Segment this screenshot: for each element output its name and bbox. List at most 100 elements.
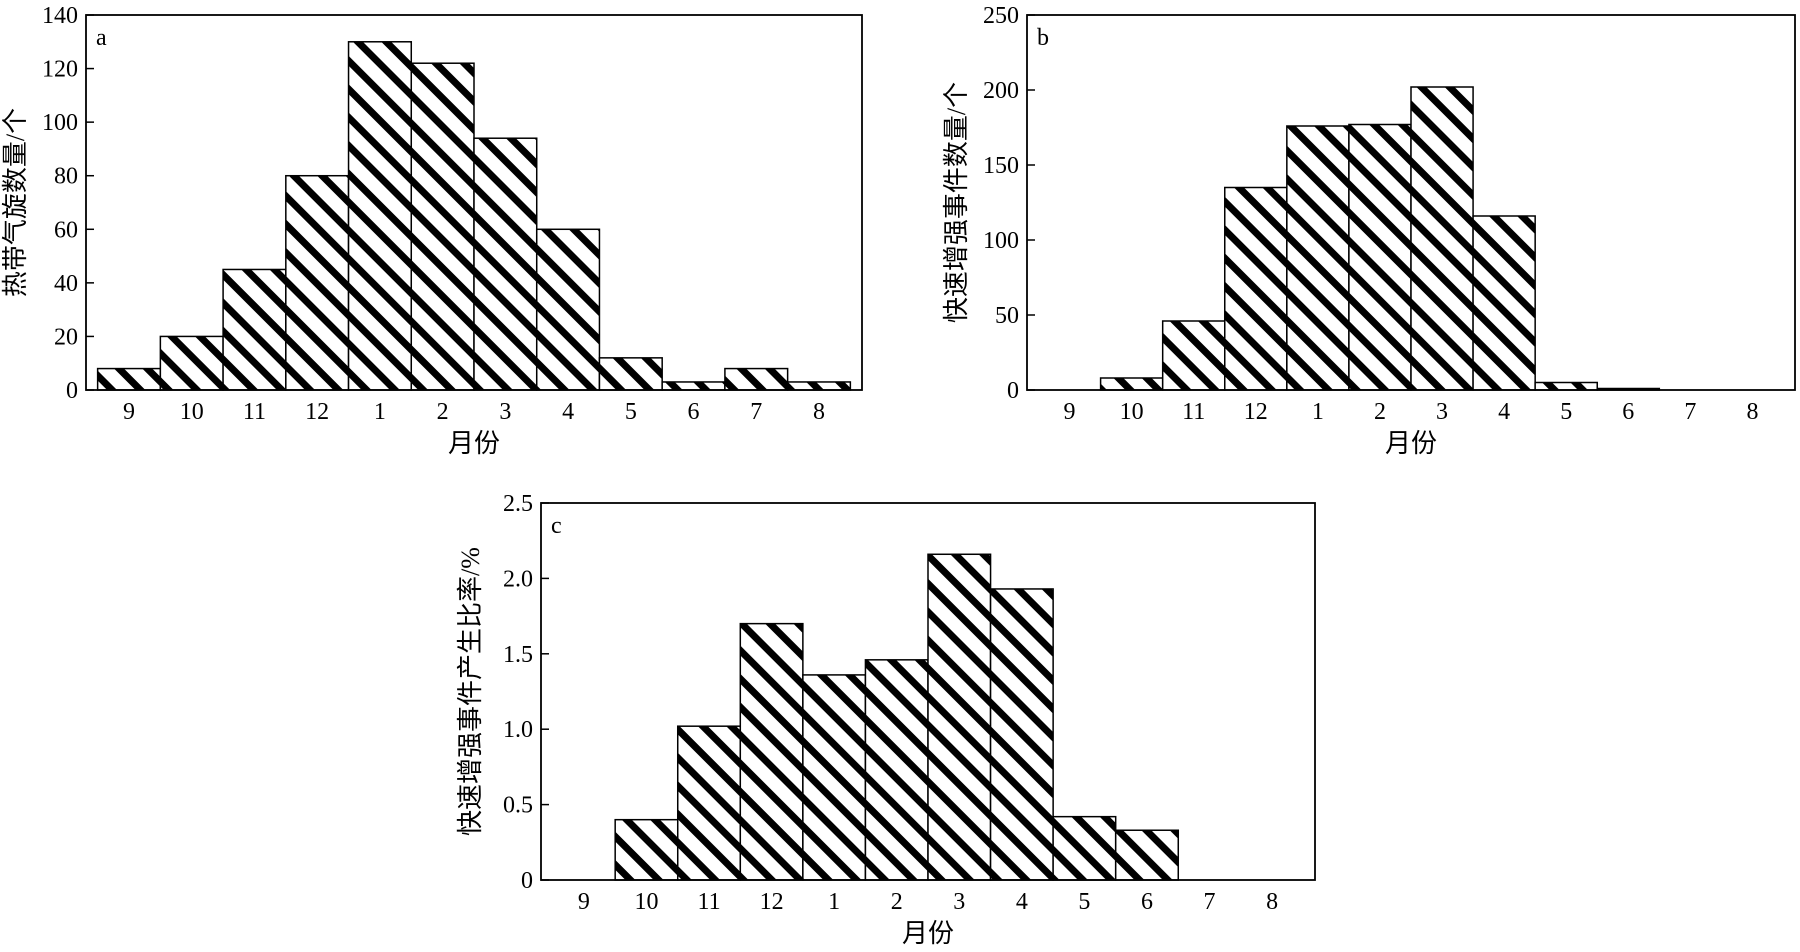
x-tick-label-c: 6	[1141, 889, 1153, 915]
x-tick-label-c: 5	[1078, 889, 1090, 915]
x-tick-label-a: 6	[688, 399, 700, 425]
x-tick-label-a: 9	[123, 399, 135, 425]
x-tick-label-c: 2	[891, 889, 903, 915]
y-tick-label-a: 140	[42, 3, 78, 29]
bar-a-7	[724, 367, 789, 391]
bar-c-6	[1114, 829, 1180, 881]
x-tick-label-c: 1	[828, 889, 840, 915]
x-tick-label-b: 11	[1182, 399, 1205, 425]
y-axis-label-a: 热带气旋数量/个	[1, 108, 30, 297]
y-tick-label-a: 120	[42, 57, 78, 83]
bar-a-10	[159, 335, 224, 391]
y-tick-label-a: 100	[42, 110, 78, 136]
x-tick-label-c: 4	[1016, 889, 1028, 915]
y-tick-label-a: 60	[54, 217, 78, 243]
y-tick-label-a: 80	[54, 164, 78, 190]
bar-c-11	[676, 725, 742, 881]
y-tick-label-b: 0	[1007, 378, 1019, 404]
x-tick-label-a: 11	[243, 399, 266, 425]
y-tick-label-a: 20	[54, 324, 78, 350]
y-tick-label-b: 250	[983, 3, 1019, 29]
y-tick-label-c: 1.5	[503, 642, 533, 668]
bar-c-5	[1052, 815, 1117, 881]
bar-b-11	[1161, 320, 1226, 391]
bar-a-5	[598, 357, 663, 391]
x-axis-label-a: 月份	[448, 429, 500, 458]
panel-tag-a: a	[96, 25, 107, 51]
bar-c-12	[739, 622, 804, 881]
y-tick-label-c: 2.0	[503, 566, 533, 592]
y-tick-label-c: 2.5	[503, 491, 533, 517]
bar-b-12	[1224, 186, 1288, 391]
bar-a-11	[222, 268, 287, 391]
x-axis-label-c: 月份	[902, 919, 954, 948]
y-tick-label-b: 100	[983, 228, 1019, 254]
panel-tag-c: c	[551, 513, 562, 539]
y-tick-label-c: 0	[521, 868, 533, 894]
x-tick-label-b: 8	[1746, 399, 1758, 425]
x-tick-label-b: 4	[1498, 399, 1510, 425]
chart-panel-c: 00.51.01.52.02.59 10 11 12 1 2 3 4 5 6 7 8月份快速增强事件产…	[456, 491, 1316, 948]
plot-frame-b	[1026, 14, 1796, 391]
bar-c-4	[989, 588, 1054, 881]
y-tick-label-b: 150	[983, 153, 1019, 179]
x-tick-label-b: 5	[1560, 399, 1572, 425]
bar-b-4	[1472, 215, 1536, 391]
y-axis-label-b: 快速增强事件数量/个	[942, 82, 971, 323]
x-tick-label-c: 12	[760, 889, 784, 915]
y-tick-label-c: 0.5	[503, 793, 533, 819]
x-tick-label-a: 5	[625, 399, 637, 425]
y-tick-label-b: 50	[995, 303, 1019, 329]
x-tick-label-c: 3	[953, 889, 965, 915]
y-axis-label-c: 快速增强事件产生比率/%	[456, 547, 485, 836]
bar-b-10	[1099, 377, 1164, 391]
bar-c-10	[614, 818, 679, 881]
x-tick-label-c: 11	[697, 889, 720, 915]
x-tick-label-c: 10	[634, 889, 658, 915]
bar-c-1	[802, 674, 867, 881]
x-tick-label-c: 8	[1266, 889, 1278, 915]
x-tick-label-a: 3	[499, 399, 511, 425]
x-tick-label-b: 10	[1120, 399, 1144, 425]
x-tick-label-b: 2	[1374, 399, 1386, 425]
bar-b-3	[1410, 86, 1474, 391]
x-tick-label-c: 9	[578, 889, 590, 915]
bar-a-9	[96, 367, 162, 391]
x-tick-label-a: 8	[813, 399, 825, 425]
plot-frame-c	[540, 502, 1316, 881]
bar-a-4	[535, 228, 601, 391]
bar-c-3	[927, 553, 992, 881]
bar-b-2	[1348, 123, 1412, 391]
x-tick-label-a: 1	[374, 399, 386, 425]
x-axis-label-b: 月份	[1385, 429, 1437, 458]
x-tick-label-a: 4	[562, 399, 574, 425]
plot-frame-a	[85, 14, 863, 391]
bar-b-1	[1286, 125, 1350, 391]
bar-a-6	[661, 381, 726, 391]
bar-c-2	[864, 659, 929, 881]
x-tick-label-b: 3	[1436, 399, 1448, 425]
panel-tag-b: b	[1037, 25, 1049, 51]
x-tick-label-a: 12	[305, 399, 329, 425]
x-tick-label-a: 10	[180, 399, 204, 425]
y-tick-label-c: 1.0	[503, 717, 533, 743]
y-tick-label-a: 40	[54, 271, 78, 297]
y-tick-label-a: 0	[66, 378, 78, 404]
bar-b-5	[1534, 381, 1598, 391]
bar-a-3	[473, 137, 538, 391]
x-tick-label-a: 7	[750, 399, 762, 425]
bar-a-1	[347, 41, 413, 391]
x-tick-label-a: 2	[437, 399, 449, 425]
x-tick-label-b: 1	[1312, 399, 1324, 425]
x-tick-label-b: 12	[1244, 399, 1268, 425]
y-tick-label-b: 200	[983, 78, 1019, 104]
x-tick-label-b: 7	[1684, 399, 1696, 425]
x-tick-label-c: 7	[1204, 889, 1216, 915]
bar-a-2	[410, 62, 475, 391]
bar-a-8	[786, 381, 852, 391]
x-tick-label-b: 9	[1064, 399, 1076, 425]
x-tick-label-b: 6	[1622, 399, 1634, 425]
